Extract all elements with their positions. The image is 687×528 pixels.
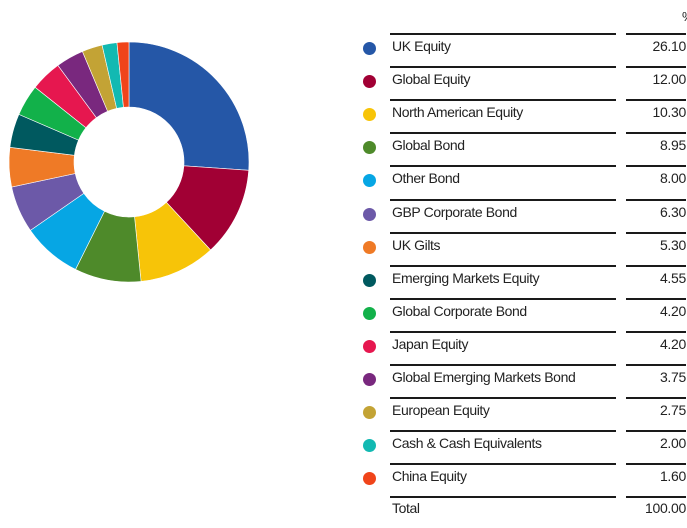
row-divider xyxy=(626,231,686,234)
legend-swatch xyxy=(363,108,376,122)
row-divider xyxy=(626,430,686,433)
legend-swatch xyxy=(363,273,376,287)
legend-row: Global Corporate Bond 4.20 xyxy=(352,297,687,330)
legend-value: 6.30 xyxy=(659,203,686,220)
legend-row: Global Emerging Markets Bond 3.75 xyxy=(352,364,687,396)
row-divider xyxy=(390,496,616,499)
row-divider xyxy=(626,496,686,499)
row-divider xyxy=(390,198,616,201)
row-divider xyxy=(626,264,686,267)
legend-swatch xyxy=(363,75,376,89)
legend-label: GBP Corporate Bond xyxy=(392,203,517,220)
legend-label: UK Gilts xyxy=(392,236,441,253)
row-divider xyxy=(626,165,686,168)
donut-slice xyxy=(116,41,130,108)
row-divider xyxy=(626,364,686,366)
legend-value: 2.00 xyxy=(659,435,686,452)
legend-label: European Equity xyxy=(392,402,490,419)
total-label: Total xyxy=(392,500,420,517)
legend-value: 4.55 xyxy=(659,269,686,286)
legend-label: Global Equity xyxy=(392,71,471,88)
legend-row: Emerging Markets Equity 4.55 xyxy=(352,264,687,297)
legend-swatch xyxy=(363,207,376,221)
row-divider xyxy=(390,430,616,433)
total-row: Total 100.00 xyxy=(352,496,687,528)
legend-label: China Equity xyxy=(392,468,467,485)
percent-column-header: % xyxy=(682,9,687,24)
legend-swatch xyxy=(363,373,376,386)
legend-value: 8.95 xyxy=(659,137,686,154)
row-divider xyxy=(390,330,616,333)
legend-row: Global Bond 8.95 xyxy=(352,132,687,164)
row-divider xyxy=(626,297,686,300)
legend-label: Other Bond xyxy=(392,170,460,187)
total-value: 100.00 xyxy=(644,500,686,517)
legend-label: Global Corporate Bond xyxy=(392,302,527,319)
legend-label: North American Equity xyxy=(392,104,523,121)
row-divider xyxy=(390,463,616,466)
legend-swatch xyxy=(363,240,376,254)
legend-row: Cash & Cash Equivalents 2.00 xyxy=(352,430,687,462)
row-divider xyxy=(390,33,616,35)
row-divider xyxy=(390,397,616,400)
legend-label: UK Equity xyxy=(392,38,451,54)
legend-value: 12.00 xyxy=(652,71,686,88)
legend-value: 26.10 xyxy=(652,38,686,54)
row-divider xyxy=(626,99,686,102)
legend-swatch xyxy=(363,141,376,155)
row-divider xyxy=(626,198,686,201)
legend-row: North American Equity 10.30 xyxy=(352,99,687,131)
legend-value: 5.30 xyxy=(659,236,686,253)
legend-label: Global Emerging Markets Bond xyxy=(392,369,576,385)
row-divider xyxy=(626,33,686,35)
row-divider xyxy=(390,364,616,366)
legend-swatch xyxy=(363,306,376,320)
row-divider xyxy=(626,132,686,135)
legend-label: Global Bond xyxy=(392,137,465,154)
legend-swatch xyxy=(363,439,376,453)
legend-value: 4.20 xyxy=(659,302,686,319)
legend-label: Cash & Cash Equivalents xyxy=(392,435,542,452)
donut-slice xyxy=(128,41,250,171)
legend-swatch xyxy=(363,406,376,420)
row-divider xyxy=(390,66,616,69)
legend-row: UK Equity 26.10 xyxy=(352,33,687,65)
row-divider xyxy=(390,231,616,234)
legend-value: 10.30 xyxy=(652,104,686,121)
legend-row: European Equity 2.75 xyxy=(352,397,687,429)
legend-swatch xyxy=(363,339,376,353)
legend-row: China Equity 1.60 xyxy=(352,463,687,495)
row-divider xyxy=(390,132,616,135)
row-divider xyxy=(626,330,686,333)
legend-row: Other Bond 8.00 xyxy=(352,165,687,197)
legend-value: 1.60 xyxy=(659,468,686,485)
row-divider xyxy=(626,463,686,466)
row-divider xyxy=(390,297,616,300)
legend-row: Global Equity 12.00 xyxy=(352,66,687,98)
legend-value: 2.75 xyxy=(659,402,686,419)
legend-swatch xyxy=(363,174,376,188)
row-divider xyxy=(626,66,686,69)
legend-swatch xyxy=(363,472,376,486)
legend-row: UK Gilts 5.30 xyxy=(352,231,687,264)
legend-label: Emerging Markets Equity xyxy=(392,269,540,286)
legend-value: 3.75 xyxy=(659,369,686,385)
row-divider xyxy=(390,264,616,267)
legend-value: 8.00 xyxy=(659,170,686,187)
row-divider xyxy=(626,397,686,400)
row-divider xyxy=(390,165,616,168)
donut-chart xyxy=(8,41,250,283)
legend-swatch xyxy=(363,42,376,55)
legend-row: Japan Equity 4.20 xyxy=(352,330,687,363)
legend-value: 4.20 xyxy=(659,335,686,352)
legend-row: GBP Corporate Bond 6.30 xyxy=(352,198,687,231)
row-divider xyxy=(390,99,616,102)
legend-label: Japan Equity xyxy=(392,335,469,352)
